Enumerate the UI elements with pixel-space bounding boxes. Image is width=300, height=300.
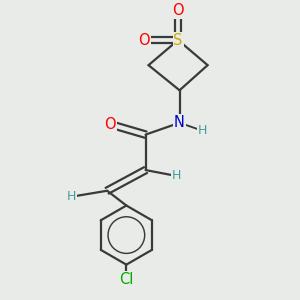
Text: S: S <box>173 33 183 48</box>
Text: N: N <box>174 115 185 130</box>
Text: Cl: Cl <box>119 272 134 287</box>
Text: H: H <box>198 124 207 137</box>
Text: O: O <box>172 3 184 18</box>
Text: H: H <box>67 190 76 203</box>
Text: O: O <box>138 33 150 48</box>
Text: O: O <box>104 117 116 132</box>
Text: H: H <box>172 169 181 182</box>
